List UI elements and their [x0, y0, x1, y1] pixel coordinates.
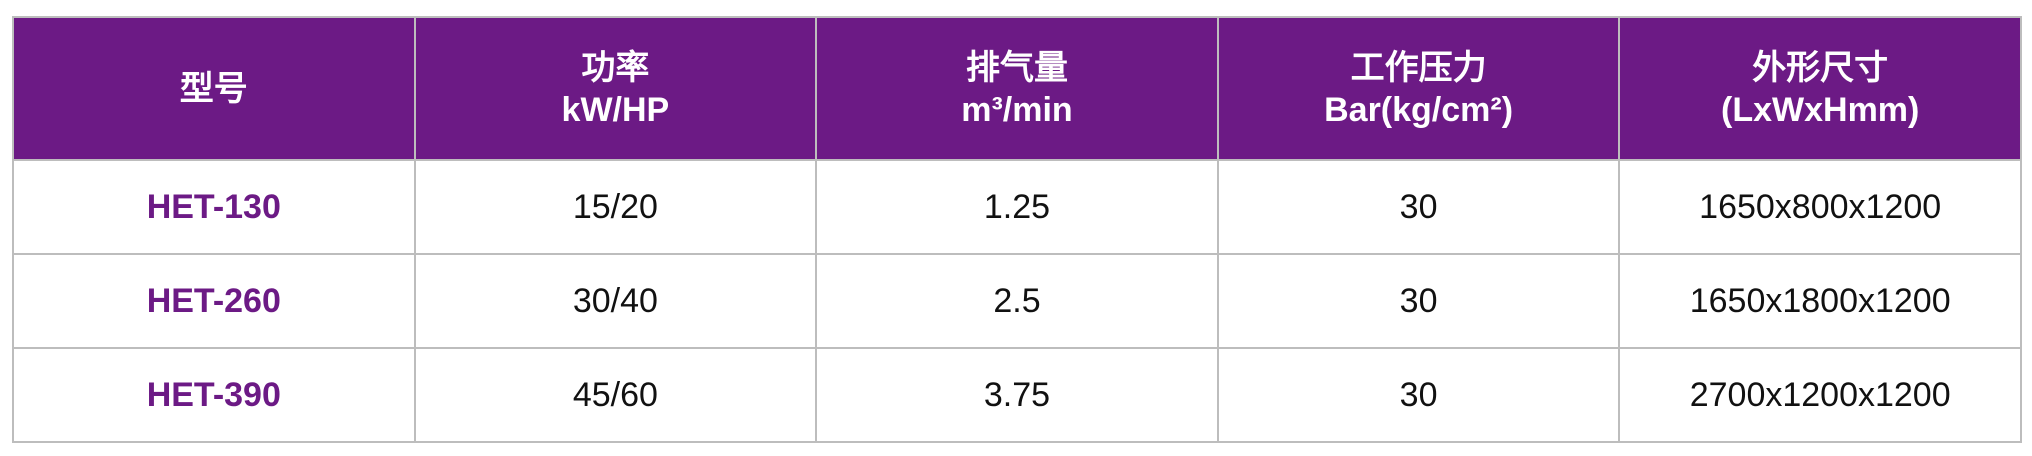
header-unit: Bar(kg/cm²) [1324, 90, 1514, 129]
spec-table: 型号 功率 kW/HP 排气量 m³/min 工作压力 Bar(kg/cm²) 外形尺… [12, 16, 2022, 443]
cell-power: 30/40 [413, 253, 818, 349]
cell-pressure: 30 [1216, 253, 1621, 349]
cell-model: HET-130 [12, 159, 416, 255]
cell-dimensions: 1650x1800x1200 [1618, 253, 2022, 349]
cell-model: HET-390 [12, 347, 416, 443]
cell-power: 15/20 [413, 159, 818, 255]
cell-displacement: 2.5 [815, 253, 1219, 349]
header-unit: kW/HP [561, 90, 670, 129]
cell-pressure: 30 [1216, 159, 1621, 255]
cell-dimensions: 1650x800x1200 [1618, 159, 2022, 255]
header-power: 功率 kW/HP [413, 16, 818, 161]
header-unit: m³/min [961, 90, 1073, 129]
header-label: 工作压力 [1350, 48, 1487, 87]
cell-power: 45/60 [413, 347, 818, 443]
header-label: 排气量 [965, 48, 1068, 87]
header-row: 型号 功率 kW/HP 排气量 m³/min 工作压力 Bar(kg/cm²) 外形尺… [12, 16, 2022, 161]
table-row: HET-260 30/40 2.5 30 1650x1800x1200 [12, 253, 2022, 349]
header-label: 型号 [179, 69, 248, 108]
header-unit: (LxWxHmm) [1721, 90, 1920, 129]
cell-displacement: 1.25 [815, 159, 1219, 255]
header-label: 功率 [581, 48, 650, 87]
header-model: 型号 [12, 16, 416, 161]
cell-model: HET-260 [12, 253, 416, 349]
header-pressure: 工作压力 Bar(kg/cm²) [1216, 16, 1621, 161]
table-row: HET-390 45/60 3.75 30 2700x1200x1200 [12, 347, 2022, 443]
header-label: 外形尺寸 [1752, 48, 1889, 87]
cell-displacement: 3.75 [815, 347, 1219, 443]
cell-dimensions: 2700x1200x1200 [1618, 347, 2022, 443]
table-row: HET-130 15/20 1.25 30 1650x800x1200 [12, 159, 2022, 255]
cell-pressure: 30 [1216, 347, 1621, 443]
header-dimensions: 外形尺寸 (LxWxHmm) [1618, 16, 2022, 161]
header-displacement: 排气量 m³/min [815, 16, 1219, 161]
